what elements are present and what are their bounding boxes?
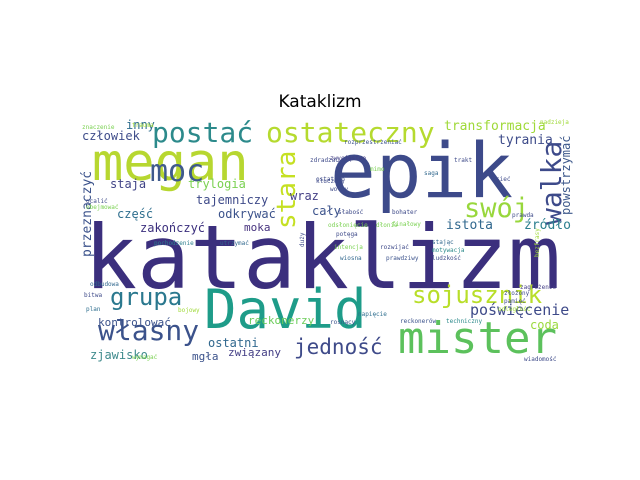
word-stajac: stając <box>432 239 454 246</box>
word-prawda: prawda <box>512 212 534 219</box>
word-zakonczyc: zakończyć <box>140 221 206 235</box>
word-tyrania: tyrania <box>498 133 553 148</box>
word-czlowiek: człowiek <box>82 129 140 143</box>
word-napiecie: napięcie <box>358 311 387 318</box>
word-saga: saga <box>424 170 439 177</box>
word-tajemniczy: tajemniczy <box>196 193 269 207</box>
word-bojowy: bojowy <box>178 307 200 314</box>
word-kataklizm: kataklizm <box>84 206 561 309</box>
word-caly: cały <box>312 204 341 218</box>
word-ludzkosc: ludzkość <box>432 255 461 262</box>
word-David: David <box>204 278 367 341</box>
word-bohater: bohater <box>392 209 418 216</box>
word-megan: megan <box>92 133 249 193</box>
word-rosnacy: rosnący <box>330 319 356 326</box>
word-zdradzac: zdradzać <box>310 157 339 164</box>
word-inny: inny <box>126 118 155 132</box>
word-odsloniecie: odsłonięcie <box>328 222 368 229</box>
word-czesc: część <box>117 207 154 221</box>
word-grupa: grupa <box>110 283 183 311</box>
word-prawdziwy: prawdziwy <box>386 255 419 262</box>
word-trylogia: trylogia <box>188 177 246 191</box>
word-finalowy: finałowy <box>392 221 421 228</box>
word-wiosna: wiosna <box>340 255 362 262</box>
word-pamiec: pamięć <box>504 298 526 305</box>
word-pochodzenie: pochodzenie <box>154 240 194 247</box>
word-przeznaczyc: przeznaczyć <box>80 170 95 257</box>
word-odkrywac: odkrywać <box>218 207 276 221</box>
word-kontrolowac: kontrolować <box>98 316 171 329</box>
word-ostatnio: ostatnio <box>316 176 345 183</box>
word-intencja: intencja <box>334 244 363 251</box>
word-postac: postać <box>152 117 254 149</box>
word-poswiecenie: poświęcenie <box>470 301 570 319</box>
word-sojusznik: sojusznik <box>412 281 543 309</box>
word-zlozony: złożony <box>504 290 530 297</box>
word-potega: potęga <box>336 231 358 238</box>
word-obejmowac: obejmować <box>86 204 119 211</box>
word-mimo: mimo <box>370 166 385 173</box>
word-wolny: wolny <box>330 186 349 193</box>
word-epik: epik <box>330 126 514 215</box>
word-moc: moc <box>150 154 205 189</box>
word-powstrzymac: powstrzymać <box>559 135 573 215</box>
word-wymagac: wymagać <box>132 354 158 361</box>
word-duzy: duży <box>299 232 306 247</box>
word-slabosc: słabość <box>338 209 364 216</box>
word-wiadomosc: wiadomość <box>524 356 557 363</box>
word-ocalic: ocalić <box>86 198 108 205</box>
word-zjawisko: zjawisko <box>90 348 148 362</box>
word-plan: plan <box>86 306 101 313</box>
word-motywacja: motywacja <box>432 247 465 254</box>
word-zwiazany: związany <box>228 346 281 359</box>
word-odbudowa: odbudowa <box>90 281 119 288</box>
word-cloud: kataklizm epik megan David mister ostate… <box>80 117 576 365</box>
word-znaczenie: znaczenie <box>82 124 115 131</box>
word-zagrozenie: zagrożenie <box>520 284 557 291</box>
word-transformacja: transformacja <box>444 119 546 134</box>
word-zwyciestwo: zwycięstwo <box>330 155 367 162</box>
word-techniczny: techniczny <box>446 318 483 325</box>
word-wraz: wraz <box>290 189 319 203</box>
word-siec: sieć <box>496 176 511 183</box>
word-reckonerow: reckonerów <box>400 318 437 325</box>
word-wlasny: własny <box>98 314 200 347</box>
word-mister: mister <box>398 313 557 364</box>
word-ostatni: ostatni <box>208 336 259 350</box>
word-nadzieja: nadzieja <box>540 119 569 126</box>
word-staja: staja <box>110 177 147 191</box>
word-mgla: mgła <box>192 350 219 363</box>
word-kluczowy: kluczowy <box>316 178 345 185</box>
word-istota: istota <box>446 218 493 233</box>
word-coda: coda <box>530 318 559 332</box>
word-reckonerzy: reckonerzy <box>248 314 315 327</box>
chart-title: Kataklizm <box>278 92 362 112</box>
word-zrodlo: źródło <box>524 218 571 233</box>
word-dlonie: dłonie <box>376 222 398 229</box>
word-bezfrasy: bezfrasy <box>534 228 541 257</box>
word-odleglosc: odległość <box>498 306 531 313</box>
word-rozwijac: rozwijać <box>380 244 409 251</box>
word-ostateczny: ostateczny <box>266 117 435 149</box>
word-utrzymac: utrzymać <box>220 240 249 247</box>
word-swoj: swój <box>464 193 530 224</box>
word-jednosc: jedność <box>294 335 383 359</box>
word-bitwa: bitwa <box>84 292 103 299</box>
word-rozprzestrzeniac: rozprzestrzeniać <box>344 139 402 146</box>
word-trakt: trakt <box>454 157 473 164</box>
word-moka: moka <box>244 221 271 234</box>
word-trauma: trauma <box>132 122 154 129</box>
